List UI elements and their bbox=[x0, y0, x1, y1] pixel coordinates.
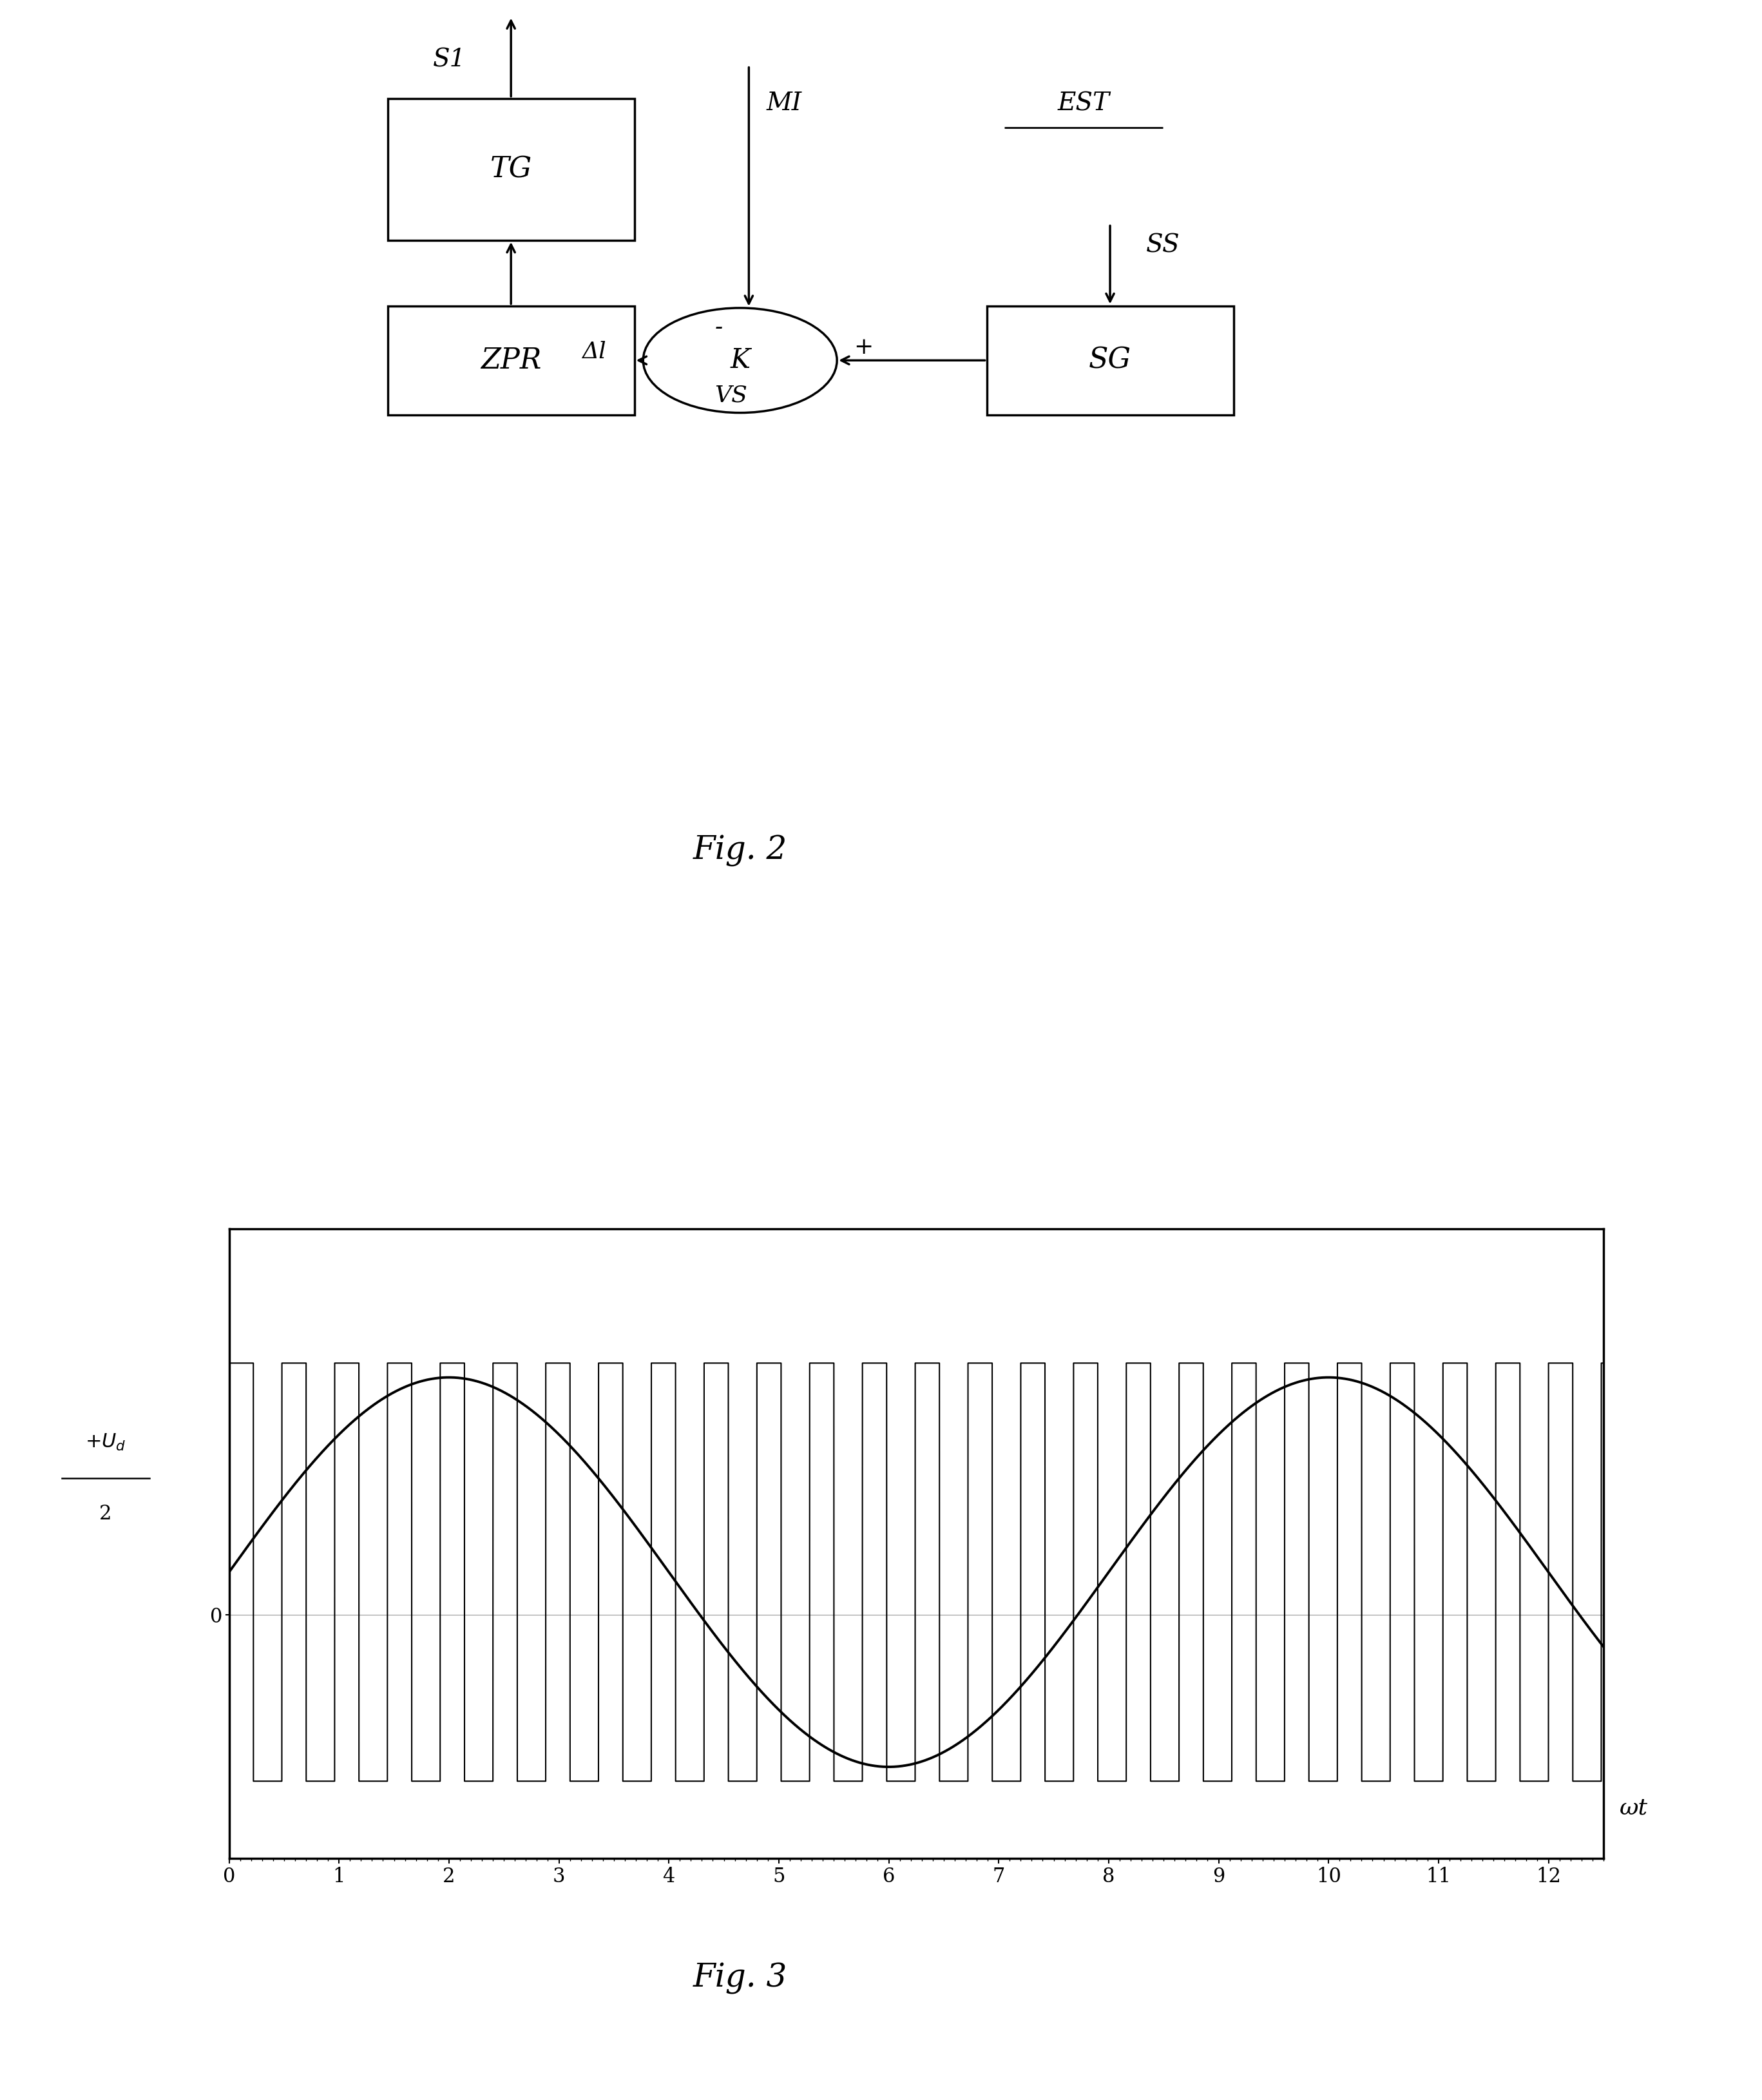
Bar bbox=[388, 99, 634, 239]
Text: EST: EST bbox=[1057, 92, 1110, 116]
Ellipse shape bbox=[643, 309, 837, 414]
Bar bbox=[987, 307, 1233, 416]
Text: MI: MI bbox=[766, 92, 802, 116]
Text: SS: SS bbox=[1145, 233, 1181, 258]
Bar bbox=[388, 307, 634, 416]
Text: VS: VS bbox=[715, 384, 747, 405]
Text: $+U_d$: $+U_d$ bbox=[85, 1432, 127, 1453]
Text: SG: SG bbox=[1089, 346, 1131, 374]
Text: Fig. 3: Fig. 3 bbox=[692, 1961, 788, 1995]
Text: -: - bbox=[715, 317, 722, 338]
Text: ZPR: ZPR bbox=[481, 346, 541, 374]
Text: K: K bbox=[729, 346, 751, 374]
Text: Fig. 2: Fig. 2 bbox=[692, 834, 788, 867]
Text: TG: TG bbox=[490, 155, 532, 183]
Text: +: + bbox=[853, 336, 874, 359]
Text: ωt: ωt bbox=[1619, 1798, 1647, 1819]
Text: 2: 2 bbox=[99, 1504, 113, 1525]
Text: Δl: Δl bbox=[581, 340, 606, 363]
Text: S1: S1 bbox=[433, 48, 465, 71]
